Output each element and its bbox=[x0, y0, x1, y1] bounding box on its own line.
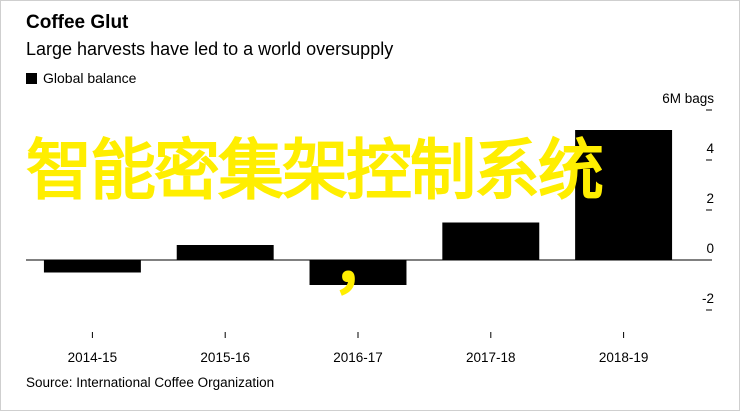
bar-2015-16 bbox=[176, 245, 274, 260]
bar-2018-19 bbox=[575, 130, 673, 260]
y-tick-label: 0 bbox=[706, 241, 714, 256]
x-tick-label: 2014-15 bbox=[68, 350, 118, 365]
watermark-text: 智能密集架控制系统 bbox=[26, 132, 604, 209]
x-tick-label: 2018-19 bbox=[599, 350, 649, 365]
y-tick-label: 6M bags bbox=[662, 91, 714, 106]
x-tick-label: 2016-17 bbox=[333, 350, 383, 365]
bar-2017-18 bbox=[442, 222, 540, 260]
source-note: Source: International Coffee Organizatio… bbox=[26, 375, 275, 390]
legend-swatch bbox=[26, 72, 37, 84]
watermark-comma: ， bbox=[332, 226, 398, 303]
bar-2016-17 bbox=[309, 260, 407, 285]
chart-title: Coffee Glut bbox=[26, 12, 129, 33]
y-tick-label: -2 bbox=[702, 291, 714, 306]
chart-subtitle: Large harvests have led to a world overs… bbox=[26, 39, 394, 59]
x-tick-label: 2017-18 bbox=[466, 350, 516, 365]
x-tick-label: 2015-16 bbox=[200, 350, 250, 365]
legend-label: Global balance bbox=[43, 70, 137, 86]
legend: Global balance bbox=[26, 70, 136, 86]
bar-2014-15 bbox=[43, 260, 141, 273]
y-tick-label: 2 bbox=[706, 191, 714, 206]
y-tick-label: 4 bbox=[706, 141, 714, 156]
